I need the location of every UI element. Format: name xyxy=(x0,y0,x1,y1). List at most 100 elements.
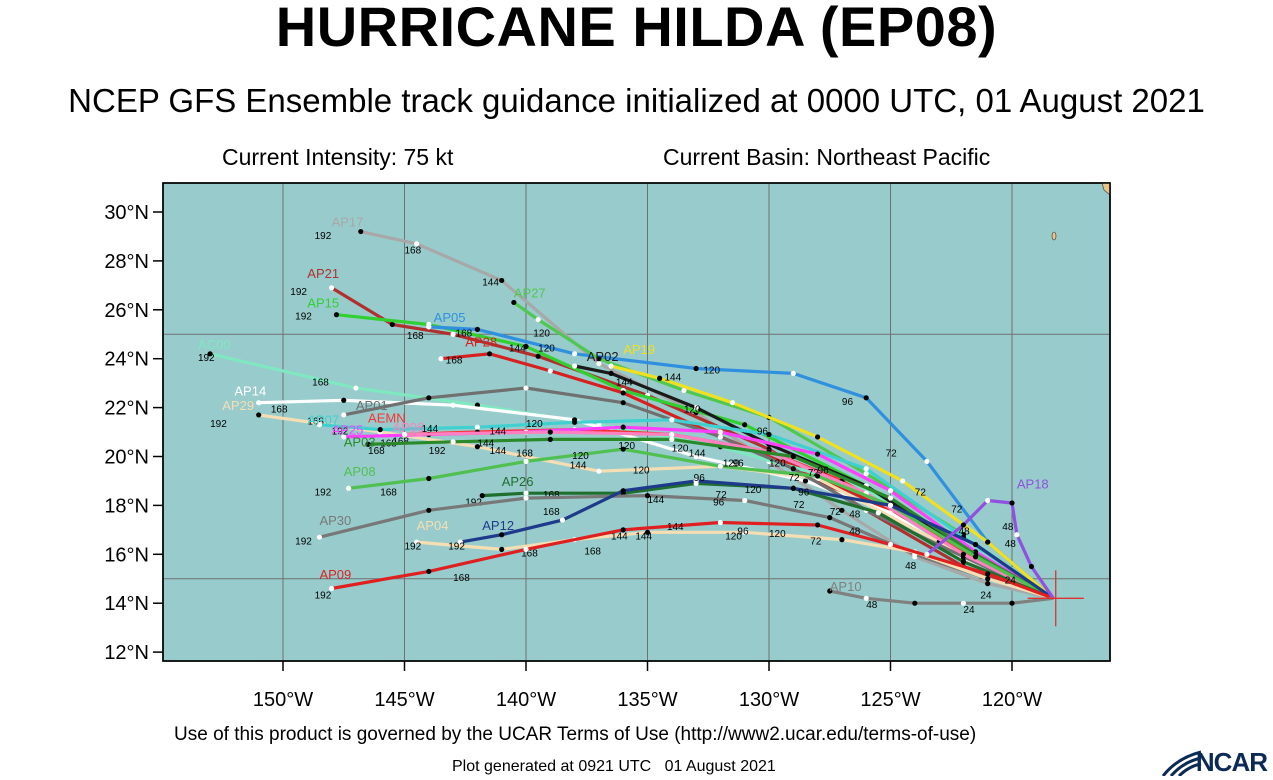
forecast-hour-label: 96 xyxy=(694,473,706,484)
track-point xyxy=(474,326,480,332)
forecast-hour-label: 24 xyxy=(980,590,992,601)
track-point xyxy=(839,537,845,543)
track-point xyxy=(827,588,833,594)
forecast-hour-label: 96 xyxy=(842,397,854,408)
forecast-hour-label: 72 xyxy=(788,473,800,484)
track-point xyxy=(450,439,456,445)
track-point xyxy=(341,397,347,403)
track-point xyxy=(790,466,796,472)
track-point xyxy=(450,402,456,408)
track-label: AP27 xyxy=(514,286,546,301)
forecast-hour-label: 120 xyxy=(526,419,543,430)
track-point xyxy=(547,429,553,435)
lon-tick-label: 120°W xyxy=(982,689,1042,711)
track-label: AP25 xyxy=(332,422,364,437)
track-point xyxy=(669,417,675,423)
forecast-hour-label: 168 xyxy=(543,490,560,501)
track-point xyxy=(887,510,894,516)
forecast-hour-label: 48 xyxy=(1005,539,1017,550)
track-point xyxy=(960,522,967,528)
track-label: AP02 xyxy=(587,349,619,364)
forecast-hour-label: 120 xyxy=(725,532,742,543)
forecast-hour-label: 168 xyxy=(446,356,463,367)
lat-tick-label: 20°N xyxy=(104,447,149,469)
forecast-hour-label: 192 xyxy=(429,446,446,457)
track-point xyxy=(875,510,881,516)
track-point xyxy=(960,559,967,565)
track-point xyxy=(207,351,213,357)
track-point xyxy=(985,581,991,587)
track-point xyxy=(887,495,894,501)
track-point xyxy=(887,541,894,548)
track-point xyxy=(572,351,578,357)
forecast-hour-label: 168 xyxy=(407,331,424,342)
lon-tick-label: 140°W xyxy=(496,689,556,711)
track-point xyxy=(985,576,991,582)
forecast-hour-label: 192 xyxy=(465,497,482,508)
track-point xyxy=(693,405,699,411)
track-label: AP09 xyxy=(319,567,351,582)
track-point xyxy=(620,400,626,406)
track-point xyxy=(681,387,687,394)
forecast-hour-label: 192 xyxy=(332,426,349,437)
forecast-hour-label: 144 xyxy=(570,461,587,472)
track-point xyxy=(717,434,724,440)
chart-title: HURRICANE HILDA (EP08) xyxy=(275,0,998,58)
track-point xyxy=(499,277,505,284)
track-point xyxy=(316,534,323,540)
track-point xyxy=(693,365,699,372)
track-point xyxy=(912,600,918,606)
forecast-hour-label: 168 xyxy=(405,246,422,257)
lat-tick-label: 30°N xyxy=(104,202,149,224)
forecast-hour-label: 144 xyxy=(490,426,507,437)
lat-tick-label: 26°N xyxy=(104,300,149,322)
lon-tick-label: 125°W xyxy=(860,689,920,711)
track-label: AP19 xyxy=(623,342,655,357)
track-point xyxy=(960,600,967,606)
forecast-hour-label: 48 xyxy=(959,527,971,538)
track-point xyxy=(717,429,724,435)
track-point xyxy=(729,400,736,406)
lat-tick-label: 12°N xyxy=(104,642,149,664)
lat-tick-label: 14°N xyxy=(104,593,149,615)
track-point xyxy=(479,493,485,499)
track-label: AP30 xyxy=(319,513,351,528)
track-point xyxy=(863,466,869,472)
track-point xyxy=(523,385,529,391)
current-intensity: Current Intensity: 75 kt xyxy=(222,144,454,170)
track-point xyxy=(815,451,821,457)
track-point xyxy=(596,468,602,474)
track-label: AP10 xyxy=(830,579,862,594)
track-label: AP08 xyxy=(344,464,376,479)
forecast-hour-label: 144 xyxy=(616,378,633,389)
forecast-hour-label: 96 xyxy=(733,458,745,469)
track-label: AP07 xyxy=(307,413,339,428)
track-point xyxy=(358,228,364,235)
track-point xyxy=(414,539,420,545)
track-point xyxy=(329,285,335,291)
track-label: AP14 xyxy=(234,383,266,398)
forecast-hour-label: 144 xyxy=(490,446,507,457)
track-point xyxy=(523,458,529,464)
track-label: AP01 xyxy=(356,398,388,413)
track-point xyxy=(972,541,979,548)
track-point xyxy=(389,321,395,328)
forecast-hour-label: 168 xyxy=(584,546,601,557)
forecast-hour-label: 192 xyxy=(315,488,332,499)
ncar-logo-icon xyxy=(1161,750,1202,776)
track-point xyxy=(559,517,566,523)
track-point xyxy=(693,453,699,460)
track-point xyxy=(742,529,748,535)
forecast-hour-label: 48 xyxy=(1002,522,1014,533)
forecast-hour-label: 120 xyxy=(672,444,689,455)
track-point xyxy=(474,424,480,430)
track-point xyxy=(499,532,505,538)
track-point xyxy=(863,395,869,401)
track-line xyxy=(368,437,1055,600)
track-point xyxy=(960,551,967,557)
forecast-hour-label: 120 xyxy=(618,441,635,452)
track-point xyxy=(401,431,408,438)
track-point xyxy=(717,519,724,526)
lon-tick-label: 150°W xyxy=(253,689,313,711)
track-point xyxy=(535,353,541,359)
